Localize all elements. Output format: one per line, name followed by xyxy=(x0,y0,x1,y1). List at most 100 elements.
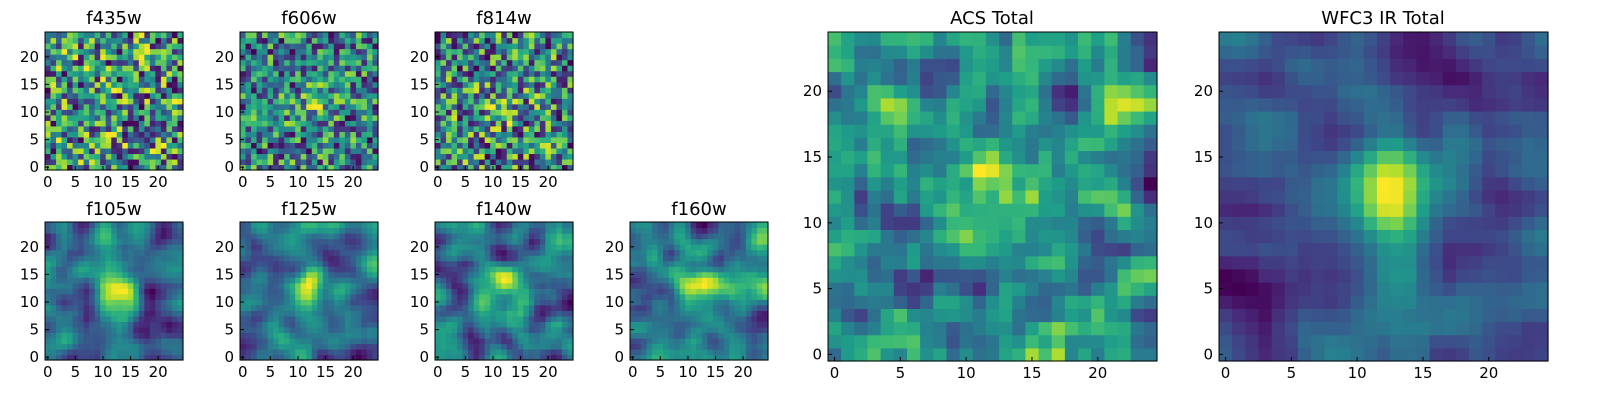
heatmap-cell xyxy=(240,337,247,345)
heatmap-cell xyxy=(712,266,719,273)
heatmap-cell xyxy=(534,37,541,44)
heatmap-cell xyxy=(300,120,307,127)
heatmap-cell xyxy=(333,244,340,251)
heatmap-cell xyxy=(72,260,79,267)
heatmap-cell xyxy=(78,304,85,311)
heatmap-cell xyxy=(177,304,184,311)
heatmap-cell xyxy=(344,92,351,99)
heatmap-cell xyxy=(78,147,85,155)
heatmap-cell xyxy=(762,315,769,322)
heatmap-cell xyxy=(317,255,324,262)
heatmap-cell xyxy=(295,142,302,149)
heatmap-cell xyxy=(72,299,79,306)
heatmap-cell xyxy=(284,332,291,339)
heatmap-cell xyxy=(528,54,535,61)
heatmap-cell xyxy=(311,81,318,88)
heatmap-cell xyxy=(45,70,52,77)
heatmap-cell xyxy=(138,315,145,322)
heatmap-cell xyxy=(45,227,52,234)
heatmap-cell xyxy=(893,308,908,323)
heatmap-cell xyxy=(690,321,697,328)
heatmap-cell xyxy=(344,158,351,166)
heatmap-cell xyxy=(457,260,464,267)
heatmap-cell xyxy=(306,293,313,300)
heatmap-cell xyxy=(322,98,329,105)
heatmap-cell xyxy=(534,32,541,39)
heatmap-cell xyxy=(701,288,708,295)
heatmap-cell xyxy=(920,137,934,152)
heatmap-cell xyxy=(361,271,368,278)
heatmap-cell xyxy=(567,87,574,94)
heatmap-cell xyxy=(160,103,168,110)
heatmap-cell xyxy=(328,326,335,333)
heatmap-cell xyxy=(696,310,703,317)
heatmap-cell xyxy=(89,238,96,245)
heatmap-cell xyxy=(446,131,453,138)
heatmap-cell xyxy=(339,299,346,306)
heatmap-cell xyxy=(50,354,57,361)
heatmap-cell xyxy=(473,103,480,110)
heatmap-cell xyxy=(751,255,758,262)
heatmap-cell xyxy=(245,337,252,345)
heatmap-cell xyxy=(512,315,519,322)
x-tick-label: 5 xyxy=(461,173,471,191)
axes-frame-f435w xyxy=(44,31,184,171)
heatmap-cell xyxy=(372,293,379,300)
heatmap-cell xyxy=(946,176,961,191)
heatmap-cell xyxy=(295,153,302,160)
heatmap-cell xyxy=(534,136,541,143)
heatmap-f606w xyxy=(240,32,379,171)
heatmap-cell xyxy=(278,54,285,61)
heatmap-cell xyxy=(350,142,357,149)
heatmap-cell xyxy=(841,176,855,191)
heatmap-cell xyxy=(311,32,318,39)
heatmap-cell xyxy=(72,337,79,345)
heatmap-cell xyxy=(506,164,513,171)
heatmap-cell xyxy=(512,136,519,143)
heatmap-cell xyxy=(251,70,258,77)
heatmap-cell xyxy=(712,299,719,306)
heatmap-cell xyxy=(245,227,252,234)
heatmap-cell xyxy=(333,343,340,350)
heatmap-cell xyxy=(289,321,296,328)
heatmap-cell xyxy=(446,98,453,105)
heatmap-cell xyxy=(495,147,502,155)
heatmap-cell xyxy=(111,136,118,143)
heatmap-cell xyxy=(933,242,948,257)
panel-title-f105w: f105w xyxy=(86,199,141,220)
heatmap-cell xyxy=(906,255,921,270)
heatmap-cell xyxy=(1104,347,1119,362)
heatmap-cell xyxy=(50,81,57,88)
heatmap-cell xyxy=(267,321,274,328)
heatmap-cell xyxy=(127,249,134,256)
heatmap-cell xyxy=(317,147,324,155)
heatmap-cell xyxy=(278,244,285,251)
heatmap-cell xyxy=(740,238,747,245)
heatmap-cell xyxy=(361,81,368,88)
heatmap-cell xyxy=(256,142,263,149)
heatmap-cell xyxy=(534,354,541,361)
heatmap-cell xyxy=(83,326,90,333)
heatmap-cell xyxy=(479,299,486,306)
heatmap-cell xyxy=(729,233,736,240)
heatmap-cell xyxy=(550,76,558,83)
heatmap-cell xyxy=(350,43,357,50)
heatmap-cell xyxy=(696,332,703,339)
heatmap-cell xyxy=(490,222,497,229)
heatmap-cell xyxy=(646,332,653,339)
heatmap-cell xyxy=(479,288,486,295)
heatmap-cell xyxy=(652,315,659,322)
heatmap-cell xyxy=(256,120,263,127)
heatmap-cell xyxy=(567,249,574,256)
heatmap-cell xyxy=(751,266,758,273)
heatmap-cell xyxy=(1117,347,1132,362)
heatmap-cell xyxy=(160,142,168,149)
heatmap-cell xyxy=(262,158,269,166)
heatmap-cell xyxy=(105,304,112,311)
heatmap-cell xyxy=(72,158,79,166)
heatmap-cell xyxy=(668,304,675,311)
heatmap-cell xyxy=(339,337,346,345)
heatmap-cell xyxy=(67,244,74,251)
heatmap-cell xyxy=(484,76,491,83)
